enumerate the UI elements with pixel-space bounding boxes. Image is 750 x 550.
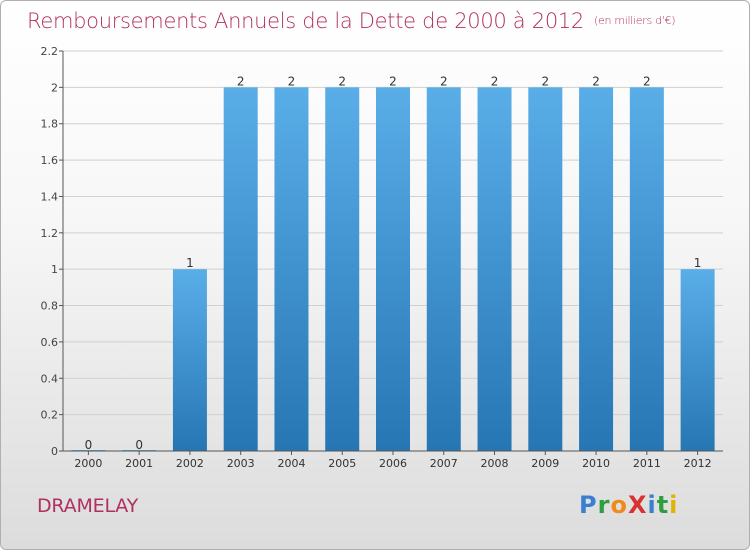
y-tick-label: 0.8 [41,300,59,313]
x-tick-label: 2002 [176,457,204,470]
chart-title-text: Remboursements Annuels de la Dette de 20… [27,9,584,33]
x-tick-label: 2000 [74,457,102,470]
data-label: 2 [491,74,499,88]
axes [59,50,723,455]
x-tick-label: 2008 [481,457,509,470]
bar [629,87,664,451]
x-tick-label: 2003 [227,457,255,470]
y-tick-label: 2.2 [41,45,59,58]
data-label: 2 [440,74,448,88]
x-tick-label: 2012 [684,457,712,470]
bar [274,87,309,451]
bar [172,269,207,451]
y-tick-label: 2 [51,81,58,94]
data-label: 2 [541,74,549,88]
data-label: 2 [338,74,346,88]
y-tick-label: 1.6 [41,154,59,167]
data-label: 2 [237,74,245,88]
x-tick-label: 2010 [582,457,610,470]
data-label: 0 [135,438,143,452]
x-tick-label: 2011 [633,457,661,470]
bar [325,87,360,451]
y-tick-label: 1 [51,263,58,276]
data-label: 2 [288,74,296,88]
data-label: 2 [592,74,600,88]
chart-subtitle: (en milliers d'€) [594,14,676,27]
bar [680,269,715,451]
x-tick-label: 2005 [328,457,356,470]
y-tick-label: 0.6 [41,336,59,349]
y-tick-label: 1.2 [41,227,59,240]
chart-title: Remboursements Annuels de la Dette de 20… [27,9,675,33]
y-tick-label: 1.8 [41,118,59,131]
bar [579,87,614,451]
x-tick-label: 2009 [531,457,559,470]
y-tick-label: 1.4 [41,190,59,203]
y-tick-label: 0 [51,445,58,458]
x-tick-label: 2001 [125,457,153,470]
data-label: 1 [694,256,702,270]
bar [477,87,512,451]
y-tick-label: 0.2 [41,409,59,422]
proxiti-logo: ProXiti [579,491,679,519]
x-tick-label: 2007 [430,457,458,470]
bar [376,87,410,451]
bar [528,87,563,451]
bars [71,87,715,451]
data-label: 0 [85,438,93,452]
bar [426,87,461,451]
labels: 0 0.2 0.4 0.6 0.8 1 1.2 1.4 1.6 1.8 2 2.2 0 2000 0 2001… [41,45,712,470]
city-name: DRAMELAY [37,495,139,517]
data-label: 2 [643,74,651,88]
x-tick-label: 2004 [277,457,305,470]
data-label: 1 [186,256,194,270]
y-tick-label: 0.4 [41,372,59,385]
data-label: 2 [389,74,397,88]
x-tick-label: 2006 [379,457,407,470]
bar [223,87,258,451]
